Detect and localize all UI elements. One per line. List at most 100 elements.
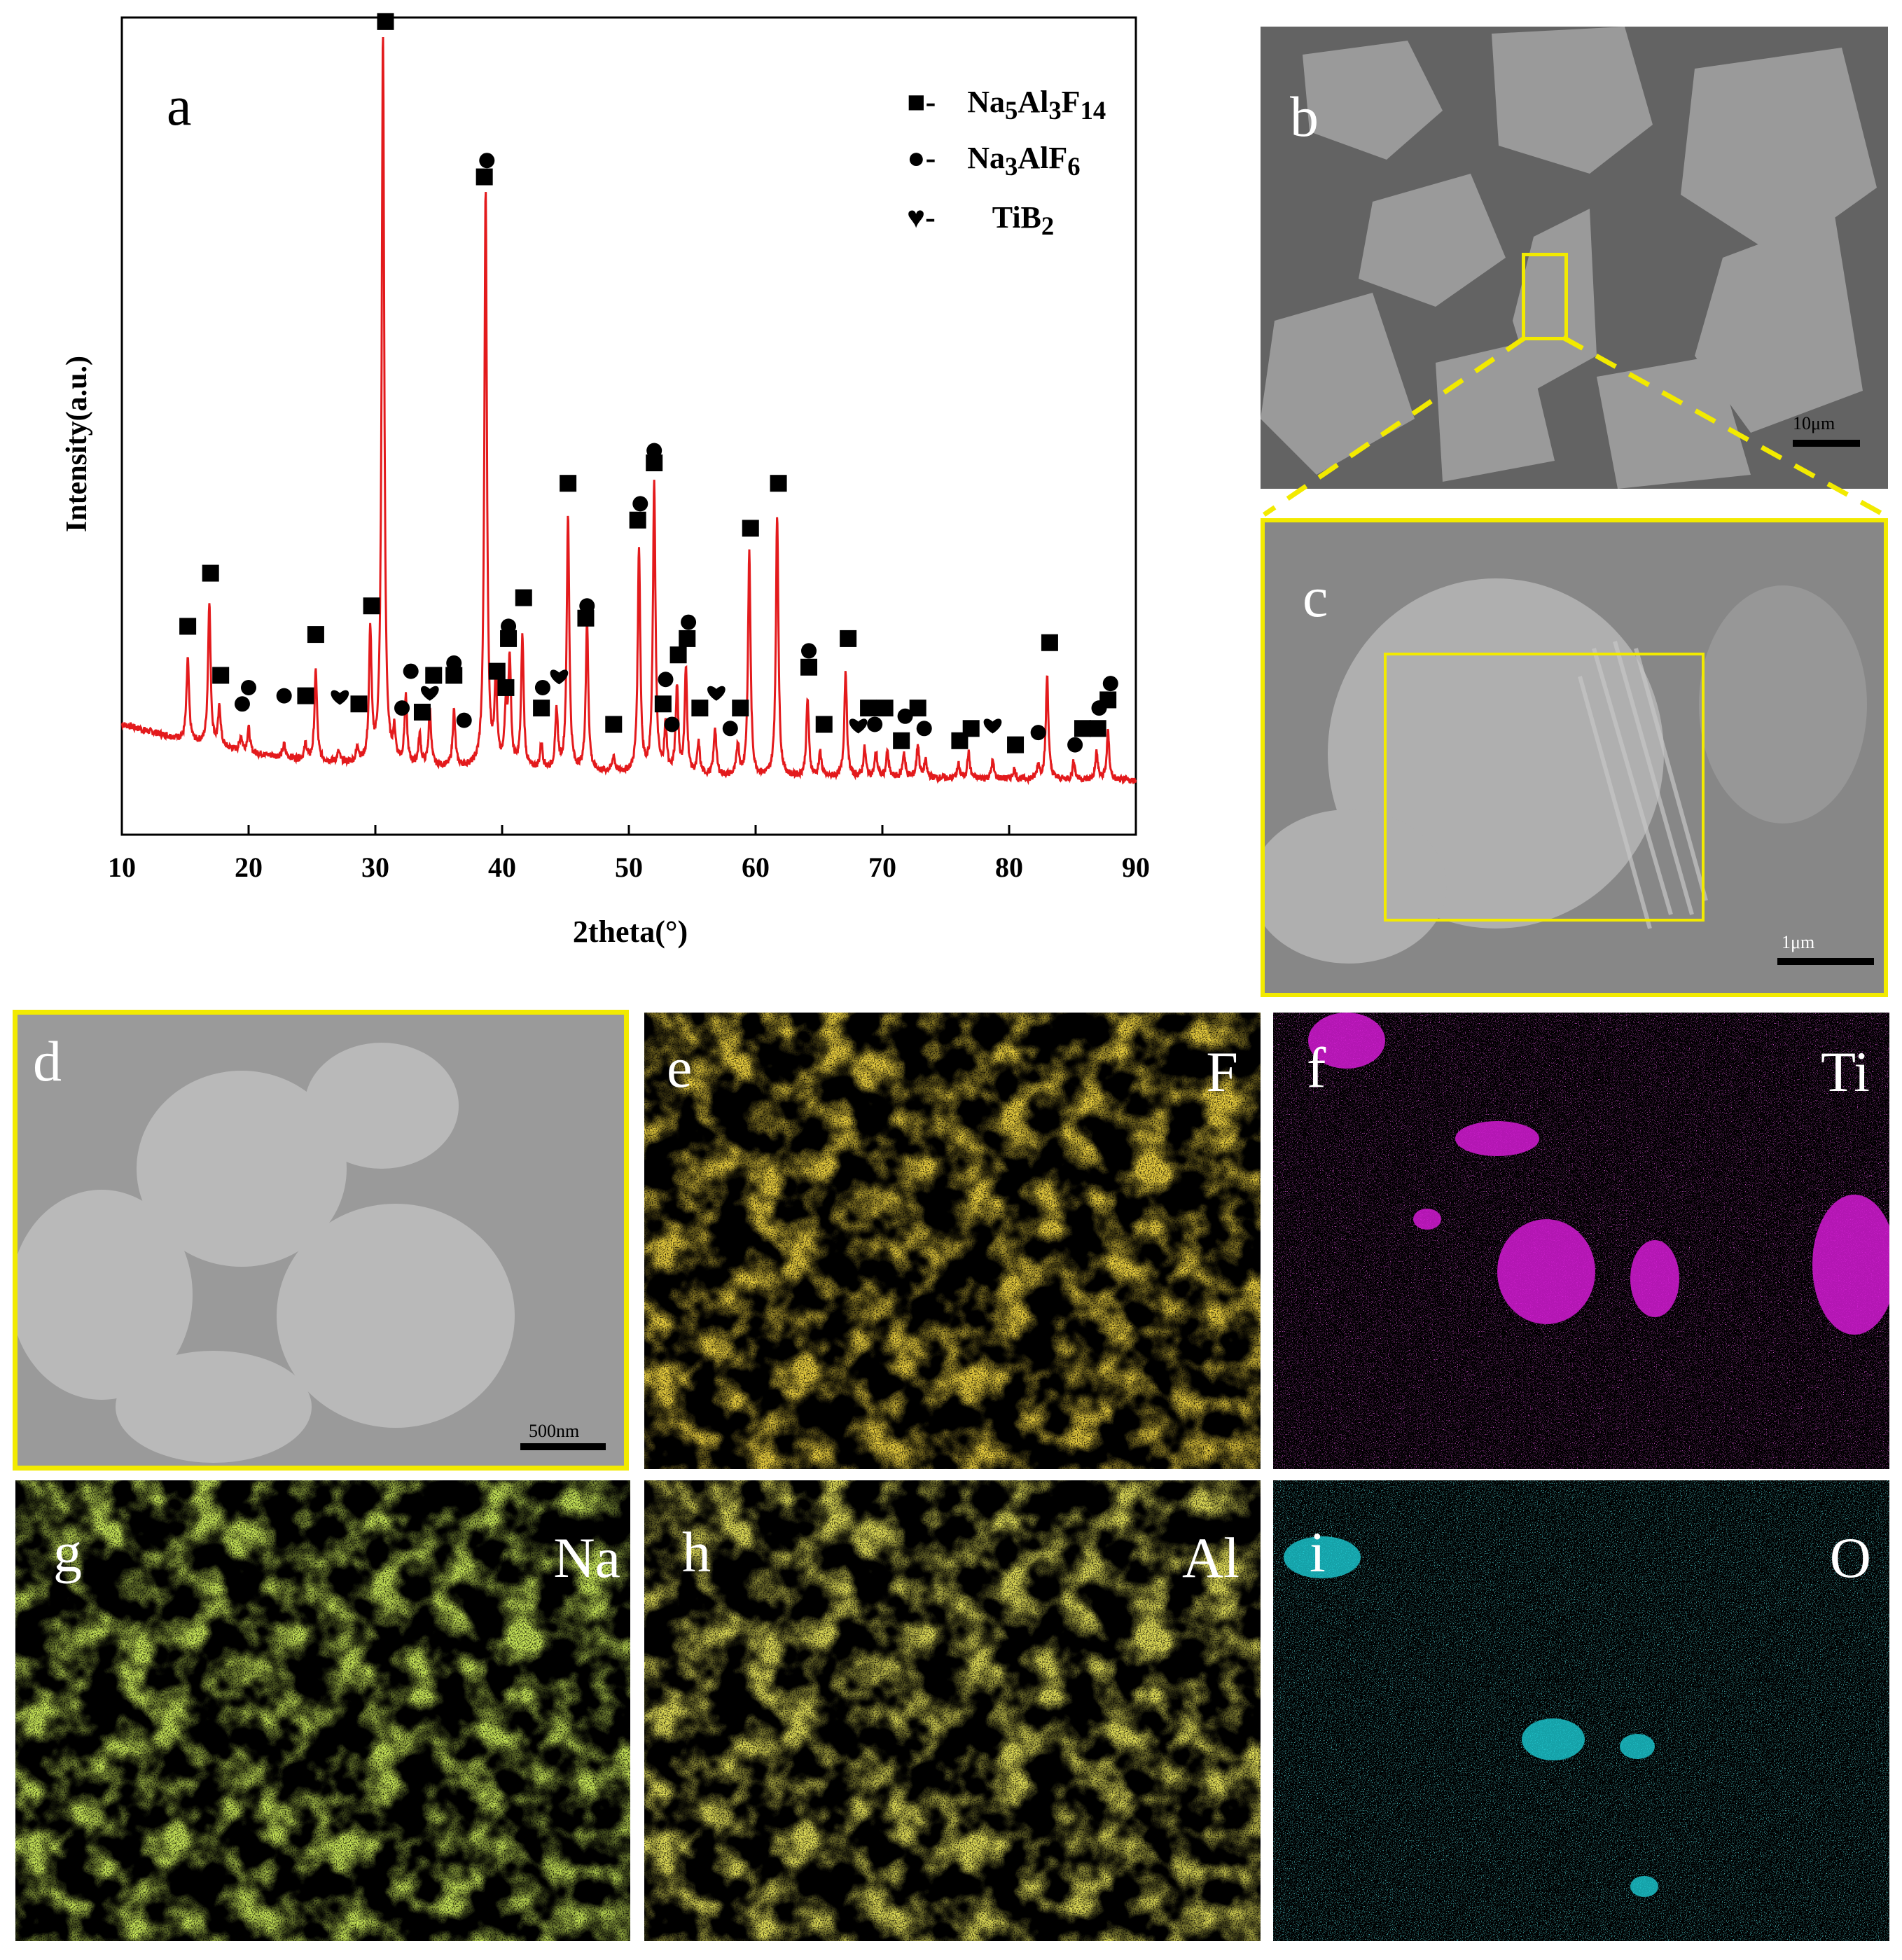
square-marker-icon: ■- — [907, 85, 936, 119]
circle-marker-icon: ●- — [907, 141, 936, 175]
square-marker-14 — [413, 703, 431, 721]
square-marker-52 — [815, 716, 833, 733]
eds-map-e-f: e F — [644, 1013, 1261, 1469]
heart-marker-8 — [331, 690, 349, 705]
xrd-curve-group — [120, 36, 1137, 786]
square-marker-30 — [560, 475, 577, 492]
eds-texture-na-element — [15, 1480, 630, 1941]
circle-marker-68 — [1067, 737, 1083, 753]
x-tick-label-20: 20 — [235, 852, 263, 883]
square-marker-44 — [691, 700, 709, 717]
x-tick-label-60: 60 — [742, 852, 770, 883]
circle-marker-19 — [456, 712, 472, 728]
square-marker-50 — [800, 658, 818, 676]
circle-marker-73 — [1102, 676, 1118, 692]
square-marker-34 — [629, 511, 646, 529]
square-marker-47 — [732, 700, 749, 717]
square-marker-48 — [742, 520, 759, 537]
sem-frame-d — [13, 1010, 629, 1471]
square-marker-49 — [770, 475, 787, 492]
legend-row-tib2: ♥- TiB2 — [907, 200, 1054, 241]
eds-texture-f-element — [644, 1013, 1261, 1469]
x-tick-label-50: 50 — [615, 852, 643, 883]
x-tick-label-80: 80 — [995, 852, 1023, 883]
eds-texture-o-element — [1273, 1480, 1889, 1941]
square-marker-60 — [909, 700, 926, 717]
sem-texture-d — [18, 1015, 624, 1466]
square-marker-58 — [893, 732, 910, 749]
eds-texture-al-element — [644, 1480, 1261, 1941]
scale-bar-label-c: 1μm — [1782, 932, 1815, 952]
circle-marker-35 — [632, 496, 648, 512]
square-marker-69 — [1074, 720, 1091, 737]
x-axis-tick-labels: 10 20 30 40 50 60 70 80 90 — [108, 852, 1150, 883]
zoom-connector — [1263, 335, 1885, 517]
circle-marker-4 — [241, 679, 256, 695]
sem-image-d: d 500nm — [18, 1015, 624, 1466]
xrd-pattern-line — [120, 36, 1137, 786]
panel-label-e: e — [667, 1036, 693, 1099]
circle-marker-51 — [801, 643, 817, 659]
square-marker-57 — [876, 700, 894, 717]
eds-map-f-ti: f Ti — [1273, 1013, 1889, 1469]
circle-marker-25 — [501, 618, 517, 634]
scale-bar-label-b: 10μm — [1793, 413, 1835, 433]
square-marker-0 — [179, 618, 197, 635]
legend-row-na3alf6: ●- Na3AlF6 — [907, 140, 1081, 181]
heart-marker-29 — [550, 669, 569, 685]
square-marker-16 — [425, 667, 443, 684]
legend-formula-tib2: TiB2 — [992, 200, 1055, 240]
square-marker-70 — [1089, 720, 1106, 737]
circle-marker-18 — [446, 655, 462, 671]
scale-bar-b — [1793, 440, 1860, 447]
square-marker-23 — [497, 679, 515, 696]
eds-map-h-al: h Al — [644, 1480, 1261, 1941]
square-marker-53 — [840, 630, 857, 647]
square-marker-22 — [488, 662, 506, 680]
highlight-box-b — [1522, 253, 1568, 340]
square-marker-11 — [377, 13, 394, 30]
square-marker-38 — [654, 695, 672, 713]
sem-frame-c — [1261, 518, 1888, 997]
square-marker-26 — [515, 589, 532, 606]
phase-markers — [179, 13, 1118, 753]
circle-marker-3 — [234, 696, 250, 712]
element-label-al: Al — [1182, 1526, 1240, 1590]
panel-label-d: d — [33, 1029, 62, 1093]
circle-marker-12 — [394, 700, 410, 716]
x-tick-label-90: 90 — [1122, 852, 1150, 883]
square-marker-27 — [533, 700, 550, 717]
panel-label-b: b — [1290, 85, 1319, 148]
sem-texture-c — [1265, 522, 1884, 993]
x-tick-label-30: 30 — [361, 852, 389, 883]
circle-marker-61 — [916, 721, 932, 737]
circle-marker-21 — [479, 153, 495, 169]
sem-texture-b — [1261, 27, 1888, 489]
square-marker-67 — [1041, 634, 1058, 651]
circle-marker-59 — [897, 708, 913, 724]
circle-marker-39 — [658, 672, 674, 688]
panel-label-h: h — [682, 1520, 711, 1584]
circle-marker-28 — [534, 679, 550, 695]
circle-marker-46 — [722, 721, 738, 737]
circle-marker-66 — [1030, 725, 1046, 741]
x-axis-label: 2theta(°) — [572, 915, 688, 949]
square-marker-41 — [669, 646, 687, 664]
element-label-ti: Ti — [1821, 1040, 1870, 1104]
square-marker-9 — [350, 695, 368, 713]
legend-formula-na3alf6: Na3AlF6 — [967, 141, 1081, 181]
sem-image-b: b 10μm — [1261, 27, 1888, 489]
square-marker-63 — [962, 720, 980, 737]
x-tick-label-40: 40 — [488, 852, 516, 883]
eds-map-g-na: g Na — [15, 1480, 630, 1941]
element-label-na: Na — [553, 1526, 620, 1590]
square-marker-20 — [475, 168, 493, 186]
x-tick-label-10: 10 — [108, 852, 136, 883]
panel-label-g: g — [53, 1520, 82, 1584]
circle-marker-13 — [403, 663, 419, 679]
square-marker-2 — [212, 667, 230, 684]
sem-image-c: c 1μm — [1265, 522, 1884, 993]
panel-label-i: i — [1310, 1520, 1326, 1584]
x-tick-label-70: 70 — [868, 852, 896, 883]
highlight-box-c — [1384, 653, 1705, 922]
